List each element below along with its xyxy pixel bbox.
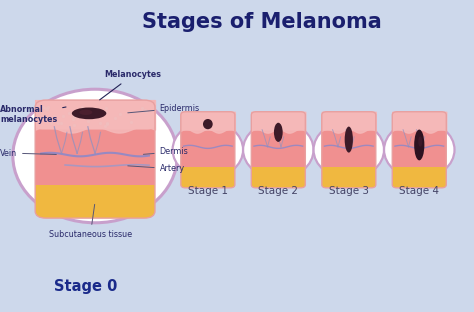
Ellipse shape (243, 121, 314, 178)
FancyBboxPatch shape (392, 112, 447, 131)
FancyBboxPatch shape (35, 100, 155, 218)
Text: Stages of Melanoma: Stages of Melanoma (142, 12, 382, 32)
Ellipse shape (13, 89, 177, 223)
FancyBboxPatch shape (322, 112, 376, 131)
Text: Vein: Vein (0, 149, 56, 158)
Text: Subcutaneous tissue: Subcutaneous tissue (49, 204, 132, 239)
Ellipse shape (414, 129, 424, 160)
FancyBboxPatch shape (322, 112, 376, 188)
Text: Stage 3: Stage 3 (329, 186, 369, 196)
Bar (251, 112, 305, 167)
Text: Stage 4: Stage 4 (399, 186, 439, 196)
FancyBboxPatch shape (251, 112, 305, 188)
FancyBboxPatch shape (251, 112, 305, 131)
Ellipse shape (345, 127, 353, 153)
Text: Stage 1: Stage 1 (188, 186, 228, 196)
Bar (392, 112, 447, 167)
Ellipse shape (203, 119, 213, 129)
FancyBboxPatch shape (181, 112, 235, 131)
Ellipse shape (173, 121, 243, 178)
Text: Dermis: Dermis (143, 147, 189, 156)
Bar (181, 112, 235, 167)
Ellipse shape (72, 108, 106, 119)
Bar (322, 112, 376, 167)
Text: Melanocytes: Melanocytes (100, 71, 162, 100)
FancyBboxPatch shape (181, 112, 235, 188)
Text: Artery: Artery (128, 164, 185, 173)
Text: Abnormal
melanocytes: Abnormal melanocytes (0, 105, 66, 124)
FancyBboxPatch shape (35, 100, 155, 129)
Bar (35, 100, 155, 185)
Ellipse shape (418, 136, 422, 147)
Ellipse shape (384, 121, 455, 178)
Ellipse shape (314, 121, 384, 178)
Ellipse shape (274, 123, 283, 142)
Text: Stage 2: Stage 2 (258, 186, 298, 196)
FancyBboxPatch shape (392, 112, 447, 188)
Text: Stage 0: Stage 0 (54, 279, 118, 294)
Text: Epidermis: Epidermis (128, 104, 200, 113)
Ellipse shape (79, 110, 92, 115)
